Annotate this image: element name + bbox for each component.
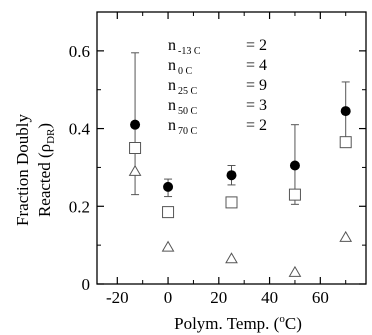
annotation-subscript: -13 C	[178, 46, 201, 57]
point-open-triangle	[288, 265, 302, 277]
annotation-subscript: 50 C	[178, 106, 198, 117]
sample-size-annotation: n -13 C = 2n 0 C = 4n 25 C = 9n 50 C = 3n 70 C = 2	[168, 37, 267, 137]
x-axis-label-text: Polym. Temp. (	[174, 314, 280, 333]
x-axis-label-degree: o	[279, 313, 285, 325]
point-filled-circle	[130, 119, 141, 130]
y-axis-label: Fraction Doubly Reacted (ρDR)	[13, 114, 57, 226]
annotation-prefix: n	[168, 117, 176, 134]
x-tick-label: 20	[210, 288, 227, 307]
plot-border	[96, 11, 367, 285]
point-open-square	[288, 188, 301, 201]
x-tick-label: -20	[106, 288, 129, 307]
point-open-triangle	[339, 230, 353, 242]
point-open-triangle	[225, 252, 238, 264]
point-open-triangle	[128, 164, 142, 176]
point-filled-circle	[163, 181, 174, 192]
annotation-value: = 3	[246, 97, 267, 114]
annotation-label: n 70 C	[168, 117, 198, 137]
x-tick-label: 0	[164, 288, 173, 307]
y-axis-label-rho: ρ	[35, 144, 54, 152]
annotation-value: = 2	[246, 37, 267, 54]
x-tick-label: 60	[312, 288, 329, 307]
annotation-subscript: 0 C	[178, 66, 193, 77]
point-filled-circle	[340, 106, 351, 117]
y-axis-label-sub: DR	[45, 128, 57, 144]
annotation-subscript: 25 C	[178, 86, 198, 97]
annotation-value: = 9	[246, 77, 267, 94]
annotation-value: = 4	[246, 57, 267, 74]
data-marks	[128, 52, 353, 277]
x-tick-label: 40	[261, 288, 278, 307]
y-axis-label-close: )	[35, 123, 54, 129]
x-axis-label-unit: C)	[285, 314, 302, 333]
x-axis-label: Polym. Temp. (oC)	[174, 313, 302, 333]
annotation-prefix: n	[168, 37, 176, 54]
annotation-subscript: 70 C	[178, 126, 198, 137]
axis-ticks: -20 0 20 40 60 0 0.2 0.4 0.6	[69, 12, 366, 307]
annotation-label: n -13 C	[168, 37, 201, 57]
point-filled-circle	[226, 170, 237, 181]
point-filled-circle	[289, 160, 300, 171]
annotation-label: n 25 C	[168, 77, 198, 97]
y-tick-label: 0.4	[69, 120, 91, 139]
annotation-label: n 50 C	[168, 97, 198, 117]
y-axis-label-line2-main: Reacted (	[35, 152, 54, 217]
annotation-prefix: n	[168, 77, 176, 94]
y-axis-label-line2: Reacted (ρDR)	[35, 123, 57, 217]
annotation-value: = 2	[246, 117, 267, 134]
point-open-triangle	[161, 240, 175, 252]
y-tick-label: 0.2	[69, 197, 90, 216]
point-open-square	[339, 136, 352, 149]
point-open-square	[162, 206, 175, 219]
plot-frame	[96, 11, 367, 285]
y-tick-label: 0	[82, 275, 91, 294]
point-open-square	[225, 196, 238, 209]
y-tick-label: 0.6	[69, 42, 90, 61]
point-open-square	[129, 142, 142, 154]
y-axis-label-line1: Fraction Doubly	[13, 114, 32, 226]
annotation-prefix: n	[168, 97, 176, 114]
annotation-prefix: n	[168, 57, 176, 74]
